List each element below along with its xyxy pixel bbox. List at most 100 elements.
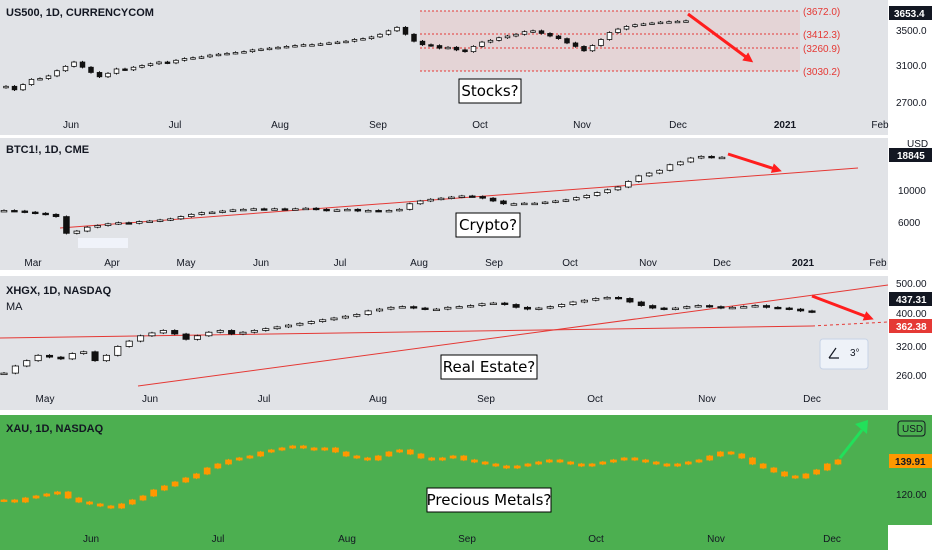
candle [364,457,371,461]
candle [21,210,29,213]
candle [385,451,393,457]
candle [75,497,83,503]
candle [343,40,349,44]
x-tick-crypto-may: May [177,258,196,269]
candle [219,210,226,213]
ma-label[interactable]: MA [6,301,23,313]
candle [249,49,256,53]
candle [663,463,671,467]
candle [592,298,600,301]
candle [687,157,695,163]
candle [610,459,617,463]
candle [94,225,101,228]
time-range-highlight [78,238,128,248]
panel-real-estate: XHGX, 1D, NASDAQ MA Real Estate? 3° 500.… [0,276,932,410]
y-tick-real-estate-3: 320.00 [896,342,927,353]
x-tick-real-estate-oct: Oct [587,394,603,405]
candle [88,66,94,73]
candle [266,47,273,51]
symbol-label-real-estate[interactable]: XHGX, 1D, NASDAQ [6,285,112,297]
candle [86,501,93,505]
candle [567,461,575,465]
panel-crypto-time-axis[interactable] [0,244,888,270]
candle [708,155,715,159]
x-tick-stocks-2021: 2021 [774,120,797,131]
angle-badge[interactable] [819,338,869,370]
panel-real-estate-time-axis[interactable] [0,386,888,410]
candle [130,66,137,71]
angle-icon [828,347,839,359]
fib-zone [420,11,800,71]
candle [171,481,179,487]
candle [52,213,60,217]
fib-label-4: (3030.2) [803,67,840,78]
candle [260,208,268,211]
candle [250,208,258,211]
symbol-label-stocks[interactable]: US500, 1D, CURRENCYCOM [6,7,154,19]
candle [43,493,51,497]
candle [470,46,477,53]
x-tick-crypto-apr: Apr [104,258,120,269]
candle [181,58,188,61]
candle [360,38,366,41]
symbol-label-crypto[interactable]: BTC1!, 1D, CME [6,144,89,156]
annotation-box-metals [426,487,552,513]
candle [292,45,298,48]
candle [531,202,538,206]
annotation-stocks: Stocks? [461,82,518,100]
x-tick-crypto-aug: Aug [410,258,428,269]
panel-metals-time-axis[interactable] [0,525,888,550]
candle [396,449,403,453]
candle [478,303,486,306]
x-tick-real-estate-jun: Jun [142,394,158,405]
currency-badge[interactable] [897,420,926,437]
candle [615,28,621,33]
candle [0,372,8,376]
candle [453,46,460,51]
candle [411,33,417,42]
candle [402,26,409,35]
last-price-real-estate: 437.31 [896,295,927,306]
candle [614,186,622,191]
candle [31,211,39,215]
candle [193,473,200,479]
x-tick-metals-nov: Nov [707,534,725,545]
candle [631,457,639,461]
candle [558,304,566,308]
candle [468,195,476,198]
symbol-label-metals[interactable]: XAU, 1D, NASDAQ [6,423,104,435]
candle [513,33,519,37]
candle [749,457,756,465]
y-tick-real-estate-4: 260.00 [896,371,927,382]
last-price-crypto: 18845 [897,151,925,162]
annotation-box-crypto [455,212,521,238]
candle [188,213,195,217]
candle [45,75,52,79]
candle [11,499,19,503]
x-tick-crypto-jun: Jun [253,258,269,269]
candle [666,164,674,171]
candle [489,197,497,202]
candle [503,465,510,469]
candle [649,22,655,25]
x-tick-metals-jul: Jul [212,534,225,545]
candle [240,208,247,212]
candle [128,499,136,505]
candle [580,299,588,303]
candle [159,330,167,334]
panel-stocks-time-axis[interactable] [0,113,888,135]
trendline-crypto [59,167,859,229]
candle [479,196,486,199]
candle [572,42,579,47]
candle [674,20,681,24]
x-tick-real-estate-jul: Jul [258,394,271,405]
candle [177,216,185,220]
x-tick-crypto-oct: Oct [562,258,578,269]
candle [73,230,81,234]
candle [671,307,679,310]
candle [262,328,270,331]
candle [436,45,443,49]
candle [239,331,247,335]
candle [312,207,320,211]
candle [706,455,714,461]
